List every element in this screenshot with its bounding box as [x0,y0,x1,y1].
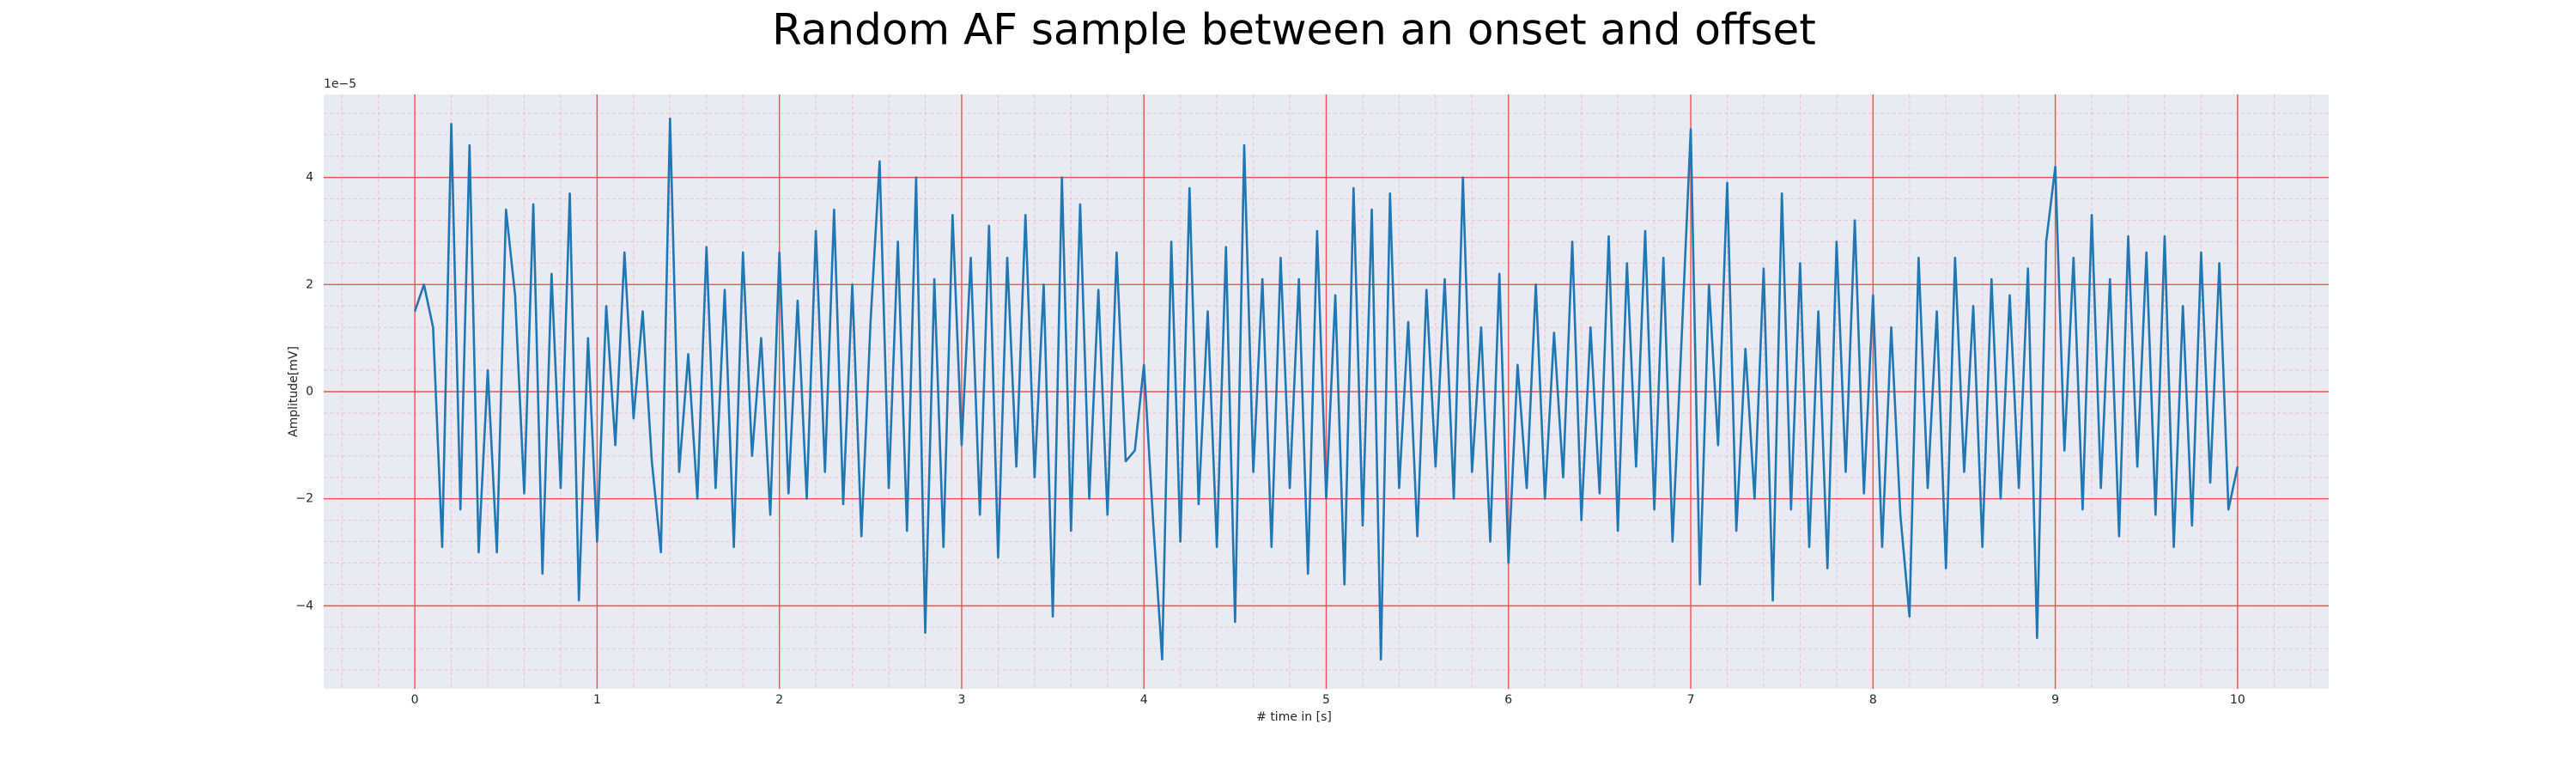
x-tick-label: 4 [1140,693,1148,707]
x-tick-label: 3 [957,693,965,707]
x-tick-label: 6 [1504,693,1512,707]
y-tick-label: 4 [306,171,313,185]
lines [413,117,2239,661]
x-axis-label: # time in [s] [1256,710,1332,724]
y-tick-label: −2 [295,492,313,506]
y-tick-label: 2 [306,277,313,291]
x-tick-label: 7 [1687,693,1695,707]
y-tick-label: −4 [295,599,313,612]
signal-line [413,117,2239,661]
x-tick-label: 0 [411,693,419,707]
x-tick-label: 8 [1869,693,1877,707]
axis-offset-label: 1e−5 [324,77,356,91]
x-tick-label: 5 [1322,693,1330,707]
chart-title: Random AF sample between an onset and of… [772,5,1816,55]
y-tick-label: 0 [306,385,313,399]
x-tick-label: 10 [2230,693,2245,707]
grid [324,94,2329,689]
y-axis-label: Amplitude[mV] [287,346,301,437]
x-tick-label: 1 [593,693,601,707]
x-tick-label: 2 [775,693,783,707]
x-tick-label: 9 [2051,693,2059,707]
